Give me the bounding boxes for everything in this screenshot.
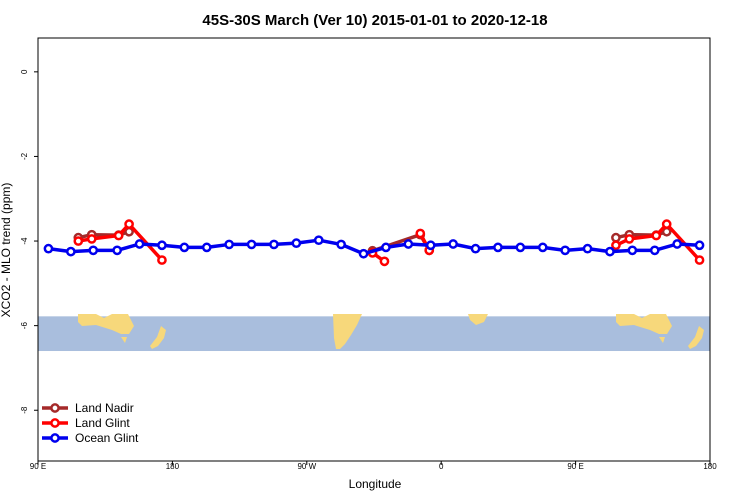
series-layer [43,219,705,267]
data-point [291,238,302,249]
data-point [88,245,99,256]
world-map-band [38,314,710,352]
data-point [694,240,705,251]
land-tasmania-repeat [659,337,665,343]
data-point [605,246,615,257]
data-point [157,255,167,265]
data-point [627,245,638,256]
series-line [615,230,668,240]
data-point [470,243,481,254]
data-point [694,255,705,265]
legend-item: Land Glint [42,416,130,430]
data-point [179,242,190,253]
series-line [77,230,130,240]
y-axis-label: XCO2 - MLO trend (ppm) [0,183,13,318]
data-point [624,234,635,244]
land-south-america [333,314,362,349]
x-tick-label: 0 [439,462,444,471]
series-land-glint [73,219,705,267]
data-point [224,239,234,250]
land-tasmania [121,337,127,343]
data-point [134,239,145,249]
data-point [313,235,324,246]
data-point [651,230,662,241]
data-point [649,245,660,256]
x-tick-label: 180 [166,462,180,471]
x-tick-label: 90 E [30,462,46,471]
land-new-zealand [150,326,166,349]
data-point [415,228,426,239]
x-tick-label: 90 E [567,462,583,471]
data-point [403,239,414,249]
y-tick-label: 0 [20,69,29,74]
data-point [43,243,54,254]
data-point [358,248,369,259]
legend-item: Land Nadir [42,401,134,415]
x-axis-label: Longitude [349,477,402,491]
data-point [86,234,97,244]
data-point [124,219,134,229]
legend-label: Land Glint [75,416,130,430]
x-axis: 90 E 180 90 W 0 90 E 180 [30,461,717,471]
land-south-africa [468,314,488,325]
data-point [201,242,212,253]
data-point [448,239,458,249]
data-point [515,242,526,253]
y-tick-label: -4 [20,237,29,245]
data-point [493,242,503,253]
y-axis: 0 -2 -4 -6 -8 [20,69,38,414]
map-ocean [38,316,710,352]
data-point [66,246,76,257]
land-new-zealand-repeat [688,326,704,349]
plot-frame [37,37,711,462]
data-point [246,239,257,250]
data-point [611,232,621,243]
legend-item: Ocean Glint [42,431,139,445]
y-tick-label: -8 [20,406,29,414]
data-point [112,245,122,256]
data-point [381,242,391,253]
data-point [379,256,390,267]
legend-swatch-marker [50,403,60,413]
data-point [157,240,167,251]
legend-label: Ocean Glint [75,431,139,445]
land-australia [78,314,134,334]
data-point [672,239,682,249]
data-point [73,236,84,246]
series-ocean-glint [43,235,705,259]
y-tick-label: -6 [20,322,29,330]
chart-title: 45S-30S March (Ver 10) 2015-01-01 to 202… [202,12,547,29]
data-point [582,243,593,254]
legend-label: Land Nadir [75,401,134,415]
data-point [611,240,621,251]
data-point [336,239,346,250]
x-tick-label: 90 W [297,462,316,471]
legend-swatch-marker [50,433,60,443]
data-point [113,230,124,241]
data-point [537,242,548,253]
x-tick-label: 180 [703,462,717,471]
legend-swatch-marker [50,418,60,428]
data-point [425,240,436,251]
y-tick-label: -2 [20,152,29,160]
land-australia-repeat [616,314,672,334]
data-point [661,219,672,229]
data-point [560,245,570,256]
data-point [269,239,279,250]
